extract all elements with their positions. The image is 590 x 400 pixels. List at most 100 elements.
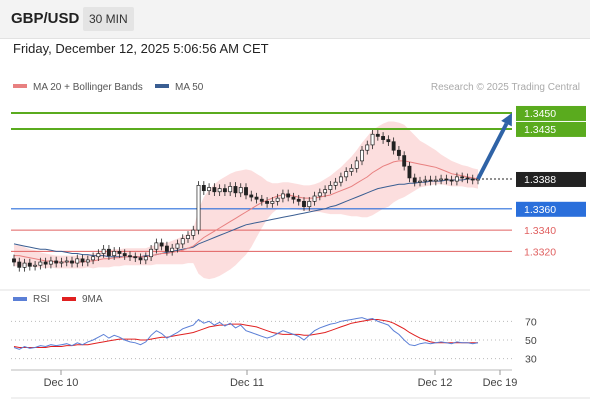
candle xyxy=(133,252,138,263)
candle xyxy=(402,151,407,171)
candle-body xyxy=(454,176,459,182)
attribution: Research © 2025 Trading Central xyxy=(431,82,580,93)
level-label-0: 1.3450 xyxy=(524,108,556,120)
candle xyxy=(286,189,291,202)
candle-body xyxy=(191,229,196,236)
candle-body xyxy=(423,179,428,182)
candle xyxy=(159,238,164,251)
candle xyxy=(386,135,391,146)
candle-body xyxy=(317,192,322,197)
candle xyxy=(238,183,243,198)
candle-body xyxy=(312,195,317,202)
candle-body xyxy=(201,185,206,192)
candle xyxy=(254,192,259,204)
candle-body xyxy=(22,262,27,268)
candle-body xyxy=(170,247,175,252)
candle xyxy=(106,244,111,260)
candle-body xyxy=(17,261,22,268)
candle xyxy=(265,197,270,208)
candle xyxy=(233,182,238,198)
legend-swatch-0 xyxy=(13,84,27,88)
candle xyxy=(43,257,48,269)
projection-arrow-shaft xyxy=(476,122,509,180)
candle-body xyxy=(360,149,364,162)
candle-body xyxy=(238,187,243,194)
candle xyxy=(323,185,328,198)
candle xyxy=(186,231,190,243)
candle xyxy=(80,254,85,267)
price-legend: MA 20 + Bollinger Bands MA 50 xyxy=(13,82,204,93)
candle xyxy=(428,175,433,186)
candle-body xyxy=(70,260,74,264)
candle-body xyxy=(386,139,391,143)
candle-body xyxy=(412,177,417,183)
candle-body xyxy=(270,200,275,204)
candle-body xyxy=(128,255,132,258)
candle xyxy=(360,145,364,166)
candle xyxy=(17,257,22,272)
rsi-legend-label-0: RSI xyxy=(33,294,50,305)
candle xyxy=(164,241,169,256)
candle-body xyxy=(307,200,312,208)
candle xyxy=(217,184,222,197)
candle-body xyxy=(217,188,222,193)
candle xyxy=(259,194,264,206)
candle xyxy=(449,175,454,186)
candle xyxy=(54,256,59,268)
candle-body xyxy=(460,176,465,179)
candle-body xyxy=(33,264,38,267)
candles xyxy=(12,130,480,272)
candle xyxy=(128,251,132,261)
candle-body xyxy=(196,185,201,231)
candle xyxy=(280,189,285,203)
level-label-1: 1.3435 xyxy=(524,124,556,136)
x-tick-label-0: Dec 10 xyxy=(44,377,79,389)
candle-body xyxy=(12,258,16,263)
candle-body xyxy=(365,144,370,151)
candle-body xyxy=(370,133,375,146)
candle xyxy=(85,255,90,267)
candle xyxy=(433,175,438,186)
rsi-panel: RSI 9MA 70 50 30 xyxy=(0,289,590,366)
candle xyxy=(154,238,159,254)
candle-body xyxy=(43,261,48,265)
candle-body xyxy=(96,253,101,258)
candle xyxy=(180,234,185,249)
candle xyxy=(196,181,201,235)
candle-body xyxy=(396,149,401,156)
candle-body xyxy=(149,248,154,258)
timestamp: Friday, December 12, 2025 5:06:56 AM CET xyxy=(13,41,269,56)
candle xyxy=(48,256,53,269)
candle xyxy=(407,161,412,183)
candle-body xyxy=(175,243,180,249)
candle-body xyxy=(38,261,43,266)
candle-body xyxy=(233,186,238,194)
candle-body xyxy=(296,198,301,202)
candle-body xyxy=(112,251,117,256)
candle xyxy=(312,191,317,206)
candle xyxy=(170,243,175,256)
candle-body xyxy=(375,133,380,137)
timeframe-badge[interactable]: 30 MIN xyxy=(83,7,134,31)
candle-body xyxy=(391,141,396,151)
candle-body xyxy=(280,193,285,199)
candle-body xyxy=(75,258,80,264)
candle-body xyxy=(433,179,438,182)
candle xyxy=(328,181,333,194)
candle xyxy=(91,252,96,265)
candle xyxy=(38,257,43,270)
candle-body xyxy=(286,193,291,198)
candle-body xyxy=(302,200,306,208)
candle xyxy=(465,173,470,184)
candle-body xyxy=(265,200,270,204)
candle-body xyxy=(27,262,32,267)
rsi-ma-line xyxy=(13,319,478,348)
candle xyxy=(423,175,428,186)
candle xyxy=(222,184,227,197)
level-tag-3 xyxy=(516,201,586,217)
candle-body xyxy=(122,253,127,256)
candle-body xyxy=(354,160,359,169)
candle-body xyxy=(338,176,343,183)
candle xyxy=(33,260,38,271)
candle xyxy=(117,247,122,258)
